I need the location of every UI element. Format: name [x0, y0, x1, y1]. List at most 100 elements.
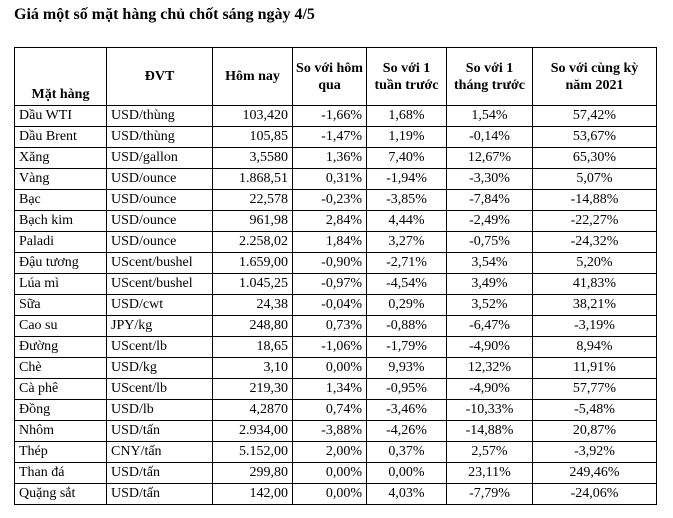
header-vs-month: So với 1 tháng trước [446, 47, 533, 106]
cell-commodity: Lúa mì [14, 273, 107, 295]
cell-vs-week: -1,79% [366, 336, 447, 358]
cell-vs-week: -3,85% [366, 189, 447, 211]
cell-vs-yesterday: 0,74% [292, 399, 367, 421]
cell-vs-year: 57,42% [532, 105, 657, 127]
cell-commodity: Sữa [14, 294, 107, 316]
commodity-price-table: Mặt hàng ĐVT Hôm nay So với hôm qua So v… [14, 47, 657, 505]
cell-commodity: Cà phê [14, 378, 107, 400]
cell-today: 4,2870 [212, 399, 293, 421]
cell-commodity: Paladi [14, 231, 107, 253]
cell-vs-yesterday: -0,97% [292, 273, 367, 295]
cell-vs-month: -10,33% [446, 399, 533, 421]
cell-unit: CNY/tấn [106, 441, 213, 463]
cell-unit: USD/cwt [106, 294, 213, 316]
table-row: Đậu tương UScent/bushel 1.659,00 -0,90% -2,7… [14, 252, 657, 274]
cell-vs-yesterday: 1,36% [292, 147, 367, 169]
cell-vs-month: 12,32% [446, 357, 533, 379]
table-row: Bạc USD/ounce 22,578 -0,23% -3,85% -7,84% -14,… [14, 189, 657, 211]
cell-vs-yesterday: 1,34% [292, 378, 367, 400]
table-row: Xăng USD/gallon 3,5580 1,36% 7,40% 12,67% 65,3… [14, 147, 657, 169]
cell-vs-week: -0,88% [366, 315, 447, 337]
table-row: Đường UScent/lb 18,65 -1,06% -1,79% -4,90% 8,9… [14, 336, 657, 358]
cell-vs-yesterday: -0,23% [292, 189, 367, 211]
cell-unit: USD/thùng [106, 105, 213, 127]
cell-vs-yesterday: -1,06% [292, 336, 367, 358]
cell-vs-week: -0,95% [366, 378, 447, 400]
cell-vs-month: 2,57% [446, 441, 533, 463]
table-row: Đồng USD/lb 4,2870 0,74% -3,46% -10,33% -5,48% [14, 399, 657, 421]
table-row: Sữa USD/cwt 24,38 -0,04% 0,29% 3,52% 38,21% [14, 294, 657, 316]
header-today: Hôm nay [212, 47, 293, 106]
cell-vs-month: -4,90% [446, 378, 533, 400]
table-row: Vàng USD/ounce 1.868,51 0,31% -1,94% -3,30% 5,… [14, 168, 657, 190]
cell-vs-month: 23,11% [446, 462, 533, 484]
cell-vs-year: -14,88% [532, 189, 657, 211]
cell-vs-week: 4,44% [366, 210, 447, 232]
cell-vs-month: -0,14% [446, 126, 533, 148]
header-commodity: Mặt hàng [14, 47, 107, 106]
cell-vs-year: -24,06% [532, 483, 657, 505]
cell-vs-year: 5,07% [532, 168, 657, 190]
cell-vs-month: -6,47% [446, 315, 533, 337]
cell-vs-week: -3,46% [366, 399, 447, 421]
cell-unit: USD/kg [106, 357, 213, 379]
cell-vs-week: -4,54% [366, 273, 447, 295]
table-row: Thép CNY/tấn 5.152,00 2,00% 0,37% 2,57% -3,92% [14, 441, 657, 463]
cell-unit: UScent/bushel [106, 252, 213, 274]
cell-vs-year: -24,32% [532, 231, 657, 253]
cell-commodity: Quặng sắt [14, 483, 107, 505]
cell-today: 105,85 [212, 126, 293, 148]
cell-today: 1.659,00 [212, 252, 293, 274]
cell-today: 2.934,00 [212, 420, 293, 442]
cell-vs-week: 4,03% [366, 483, 447, 505]
cell-vs-yesterday: 0,00% [292, 462, 367, 484]
table-row: Cao su JPY/kg 248,80 0,73% -0,88% -6,47% -3,19… [14, 315, 657, 337]
cell-unit: USD/ounce [106, 168, 213, 190]
cell-vs-year: -22,27% [532, 210, 657, 232]
cell-vs-year: 8,94% [532, 336, 657, 358]
cell-vs-yesterday: -1,66% [292, 105, 367, 127]
cell-unit: USD/tấn [106, 483, 213, 505]
table-row: Quặng sắt USD/tấn 142,00 0,00% 4,03% -7,79% -2… [14, 483, 657, 505]
cell-today: 299,80 [212, 462, 293, 484]
cell-vs-year: 57,77% [532, 378, 657, 400]
cell-today: 961,98 [212, 210, 293, 232]
cell-vs-week: -1,94% [366, 168, 447, 190]
cell-vs-yesterday: 0,73% [292, 315, 367, 337]
cell-vs-week: 7,40% [366, 147, 447, 169]
cell-vs-month: -2,49% [446, 210, 533, 232]
cell-vs-yesterday: 1,84% [292, 231, 367, 253]
table-row: Chè USD/kg 3,10 0,00% 9,93% 12,32% 11,91% [14, 357, 657, 379]
cell-commodity: Than đá [14, 462, 107, 484]
document-title: Giá một số mặt hàng chủ chốt sáng ngày 4… [14, 6, 315, 23]
cell-today: 219,30 [212, 378, 293, 400]
cell-today: 103,420 [212, 105, 293, 127]
cell-unit: USD/ounce [106, 189, 213, 211]
header-unit: ĐVT [106, 47, 213, 106]
table-header-row: Mặt hàng ĐVT Hôm nay So với hôm qua So v… [14, 47, 657, 106]
cell-unit: JPY/kg [106, 315, 213, 337]
table-row: Paladi USD/ounce 2.258,02 1,84% 3,27% -0,75% -… [14, 231, 657, 253]
cell-unit: UScent/lb [106, 336, 213, 358]
cell-vs-yesterday: -1,47% [292, 126, 367, 148]
cell-unit: USD/thùng [106, 126, 213, 148]
cell-vs-month: 1,54% [446, 105, 533, 127]
table-row: Nhôm USD/tấn 2.934,00 -3,88% -4,26% -14,88% 20… [14, 420, 657, 442]
header-vs-year: So với cùng kỳ năm 2021 [532, 47, 657, 106]
cell-vs-month: 12,67% [446, 147, 533, 169]
cell-vs-yesterday: 0,31% [292, 168, 367, 190]
cell-vs-month: -14,88% [446, 420, 533, 442]
cell-today: 2.258,02 [212, 231, 293, 253]
cell-today: 3,5580 [212, 147, 293, 169]
cell-vs-year: -5,48% [532, 399, 657, 421]
cell-vs-yesterday: 0,00% [292, 483, 367, 505]
table-row: Dầu Brent USD/thùng 105,85 -1,47% 1,19% -0,14… [14, 126, 657, 148]
table-row: Lúa mì UScent/bushel 1.045,25 -0,97% -4,54% 3… [14, 273, 657, 295]
cell-commodity: Đường [14, 336, 107, 358]
cell-vs-week: 0,37% [366, 441, 447, 463]
cell-unit: UScent/bushel [106, 273, 213, 295]
cell-vs-year: 11,91% [532, 357, 657, 379]
cell-vs-yesterday: 2,00% [292, 441, 367, 463]
cell-vs-week: 0,00% [366, 462, 447, 484]
cell-vs-year: 5,20% [532, 252, 657, 274]
